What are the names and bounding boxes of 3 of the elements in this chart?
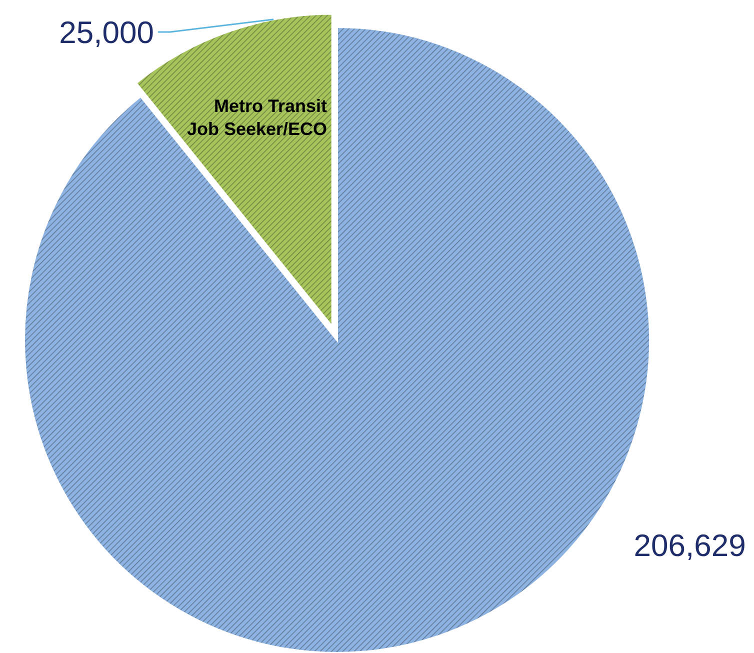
data-label: 206,629 (634, 528, 746, 563)
slice-label: Metro Transit Job Seeker/ECO (186, 96, 327, 139)
data-label: 25,000 (59, 15, 154, 50)
